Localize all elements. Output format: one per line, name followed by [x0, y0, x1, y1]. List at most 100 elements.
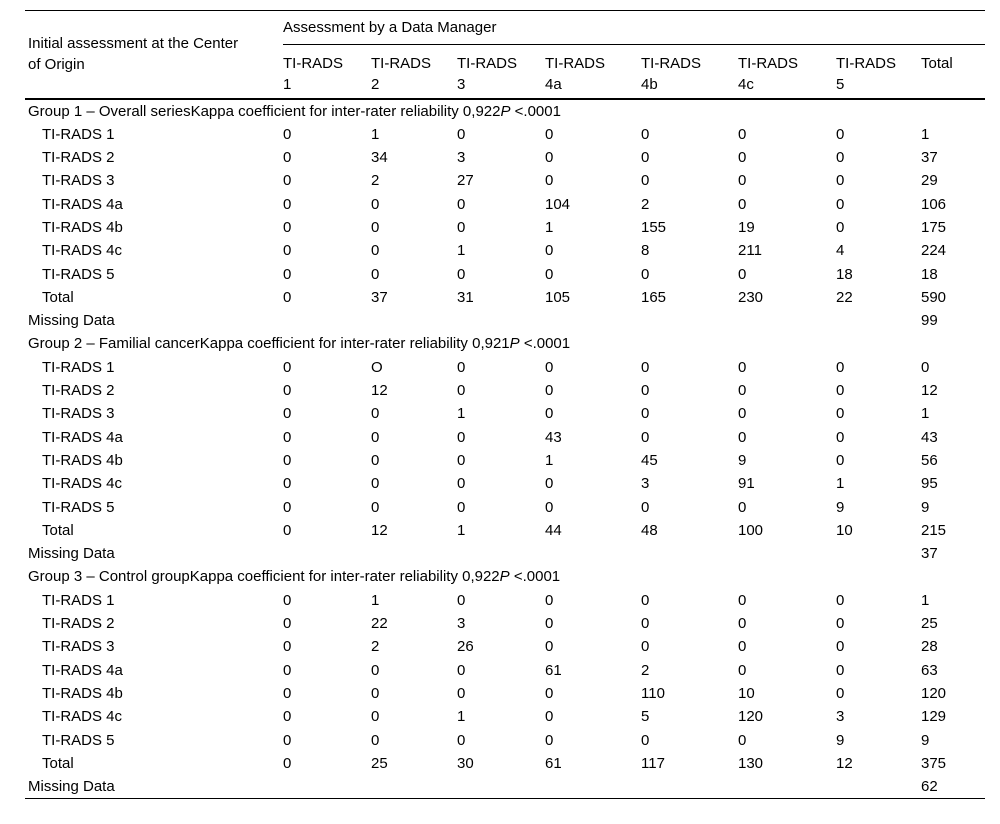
value-cell: 0: [641, 358, 650, 376]
total-cell: 1: [921, 591, 930, 609]
column-header-line2: 1: [283, 76, 292, 93]
value-cell: 25: [371, 754, 388, 772]
total-cell: 224: [921, 242, 947, 260]
value-cell: 1: [371, 125, 380, 143]
row-label: TI-RADS 2: [42, 382, 115, 400]
value-cell: 12: [371, 521, 388, 539]
value-cell: 0: [545, 242, 554, 260]
value-cell: 30: [457, 754, 474, 772]
total-cell: 12: [921, 382, 938, 400]
column-header-line1: TI-RADS: [836, 55, 896, 72]
value-cell: 0: [283, 242, 292, 260]
total-cell: 590: [921, 288, 947, 306]
total-cell: 29: [921, 172, 938, 190]
value-cell: 0: [545, 475, 554, 493]
missing-data-value: 62: [921, 778, 938, 796]
p-value: <.0001: [509, 568, 561, 586]
group-title: Group 2 – Familial cancer: [28, 335, 200, 353]
row-label: TI-RADS 2: [42, 615, 115, 633]
total-cell: 95: [921, 475, 938, 493]
value-cell: 0: [738, 405, 747, 423]
value-cell: 0: [545, 149, 554, 167]
value-cell: 0: [457, 195, 466, 213]
value-cell: 3: [641, 475, 650, 493]
kappa-text: Kappa coefficient for inter-rater reliab…: [189, 568, 500, 586]
row-label: TI-RADS 1: [42, 591, 115, 609]
group-header-cell: Group 1 – Overall seriesKappa coefficien…: [25, 99, 985, 123]
table-row: Total 0 37 31 105 165 230 22 590: [25, 286, 985, 309]
value-cell: 0: [545, 638, 554, 656]
value-cell: 2: [371, 638, 380, 656]
value-cell: 45: [641, 451, 658, 469]
total-cell: 1: [921, 125, 930, 143]
results-table: Initial assessment at the Center of Orig…: [25, 10, 986, 800]
value-cell: 4: [836, 242, 845, 260]
value-cell: 0: [836, 428, 845, 446]
table-row: TI-RADS 5 0 0 0 0 0 0 18 18: [25, 263, 985, 286]
value-cell: 0: [283, 265, 292, 283]
missing-data-label: Missing Data: [28, 312, 115, 330]
column-header-line2: 5: [836, 76, 845, 93]
value-cell: 37: [371, 288, 388, 306]
row-label: TI-RADS 4c: [42, 475, 123, 493]
row-label: TI-RADS 5: [42, 265, 115, 283]
value-cell: 22: [836, 288, 853, 306]
value-cell: 0: [283, 149, 292, 167]
span-header: Assessment by a Data Manager: [283, 10, 986, 45]
kappa-text: Kappa coefficient for inter-rater reliab…: [190, 102, 501, 120]
value-cell: 0: [836, 451, 845, 469]
value-cell: 0: [738, 172, 747, 190]
group-header-cell: Group 2 – Familial cancerKappa coefficie…: [25, 332, 985, 355]
row-header-line1: Initial assessment at the Center: [28, 35, 239, 53]
value-cell: 0: [283, 754, 292, 772]
value-cell: 10: [836, 521, 853, 539]
value-cell: 211: [738, 242, 762, 260]
total-cell: 18: [921, 265, 938, 283]
value-cell: 27: [457, 172, 474, 190]
value-cell: 0: [283, 615, 292, 633]
total-cell: 63: [921, 661, 938, 679]
column-header-tirads4b: TI-RADS 4b: [641, 44, 738, 100]
value-cell: 12: [371, 382, 388, 400]
p-label: P: [500, 102, 511, 120]
value-cell: 0: [371, 684, 380, 702]
value-cell: 0: [738, 661, 747, 679]
row-header-line2: of Origin: [28, 56, 85, 74]
table-row: TI-RADS 2 0 22 3 0 0 0 0 25: [25, 612, 985, 635]
row-label: TI-RADS 1: [42, 125, 115, 143]
value-cell: 0: [283, 638, 292, 656]
column-header-tirads2: TI-RADS 2: [371, 44, 457, 100]
value-cell: 0: [283, 218, 292, 236]
table-row: TI-RADS 3 0 2 26 0 0 0 0 28: [25, 635, 985, 658]
value-cell: 0: [738, 731, 747, 749]
value-cell: 18: [836, 265, 853, 283]
value-cell: 1: [371, 591, 380, 609]
value-cell: 2: [371, 172, 380, 190]
value-cell: 0: [545, 265, 554, 283]
value-cell: 19: [738, 218, 755, 236]
row-label: TI-RADS 3: [42, 638, 115, 656]
missing-data-row: Missing Data 62: [25, 775, 985, 799]
value-cell: 34: [371, 149, 388, 167]
value-cell: 0: [457, 731, 466, 749]
total-cell: 106: [921, 195, 947, 213]
value-cell: 2: [641, 195, 650, 213]
value-cell: 0: [738, 195, 747, 213]
column-header-line1: TI-RADS: [457, 55, 517, 72]
row-label: TI-RADS 4c: [42, 242, 123, 260]
value-cell: 1: [457, 708, 466, 726]
column-header-line2: 4c: [738, 76, 754, 93]
column-header-line1: Total: [921, 55, 953, 72]
total-cell: 215: [921, 521, 947, 539]
row-label: TI-RADS 3: [42, 172, 115, 190]
value-cell: 0: [371, 265, 380, 283]
value-cell: 0: [283, 288, 292, 306]
row-header-title: Initial assessment at the Center of Orig…: [25, 10, 283, 100]
table-row: TI-RADS 1 0 1 0 0 0 0 0 1: [25, 589, 985, 612]
value-cell: 120: [738, 708, 764, 726]
value-cell: 0: [836, 591, 845, 609]
table-row: TI-RADS 1 0 O 0 0 0 0 0 0: [25, 356, 985, 379]
total-cell: 43: [921, 428, 938, 446]
group-header-cell: Group 3 – Control groupKappa coefficient…: [25, 565, 985, 588]
value-cell: 0: [738, 265, 747, 283]
